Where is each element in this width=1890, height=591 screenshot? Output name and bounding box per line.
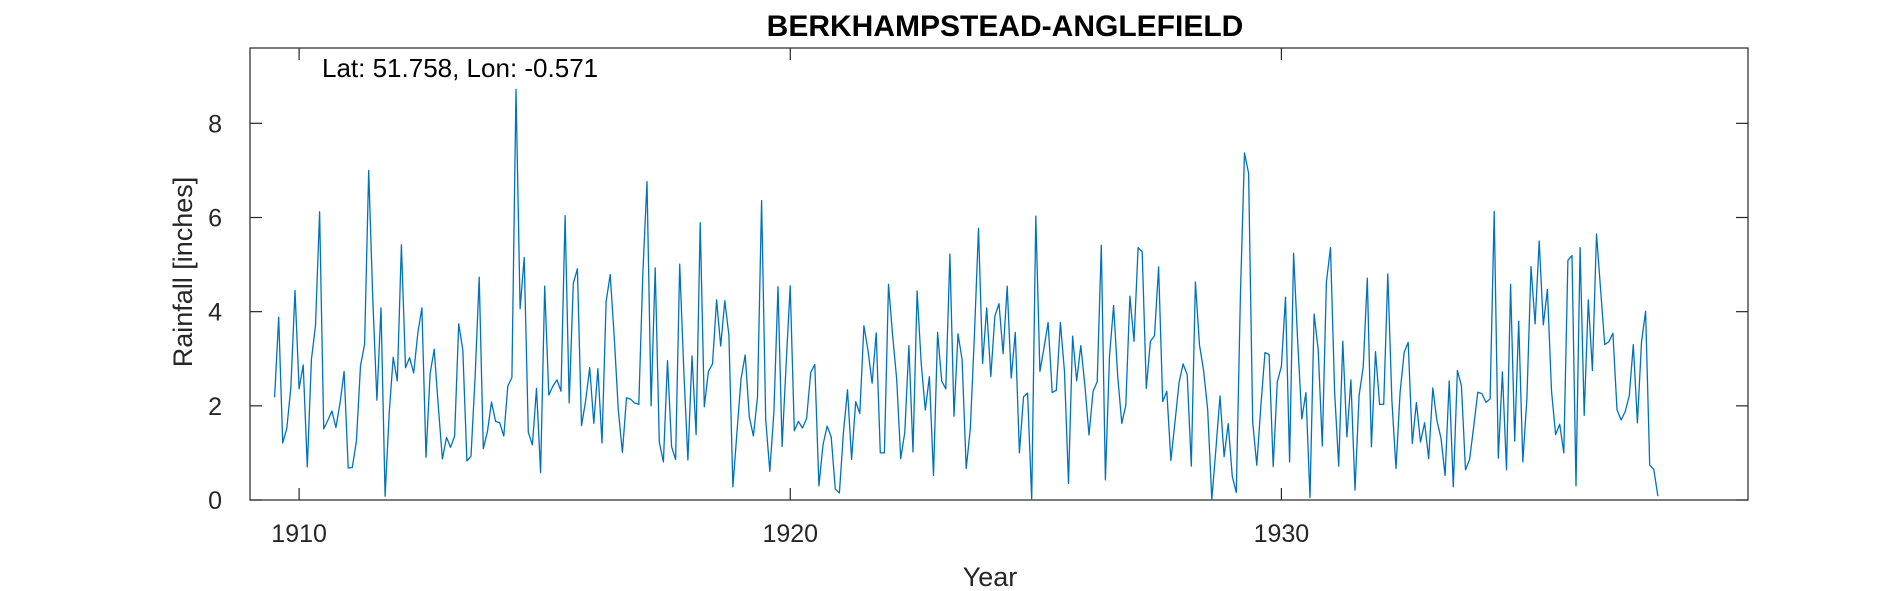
y-tick-label: 6	[208, 205, 222, 233]
y-tick-label: 0	[208, 487, 222, 515]
axis-ticks: 1910 1920 1930 0 2 4 6 8	[208, 48, 1748, 548]
chart-title: BERKHAMPSTEAD-ANGLEFIELD	[767, 10, 1244, 43]
y-tick-label: 4	[208, 299, 222, 327]
x-tick-label: 1920	[762, 520, 818, 548]
x-tick-label: 1930	[1254, 520, 1310, 548]
x-tick-label: 1910	[271, 520, 327, 548]
location-annotation: Lat: 51.758, Lon: -0.571	[322, 53, 598, 83]
y-tick-label: 2	[208, 393, 222, 421]
y-axis-label: Rainfall [inches]	[168, 177, 198, 368]
plot-area-box	[249, 47, 1749, 501]
plot-axes	[249, 47, 1749, 501]
y-tick-label: 8	[208, 110, 222, 138]
rainfall-series-line	[273, 88, 1659, 501]
x-axis-label: Year	[963, 562, 1018, 591]
